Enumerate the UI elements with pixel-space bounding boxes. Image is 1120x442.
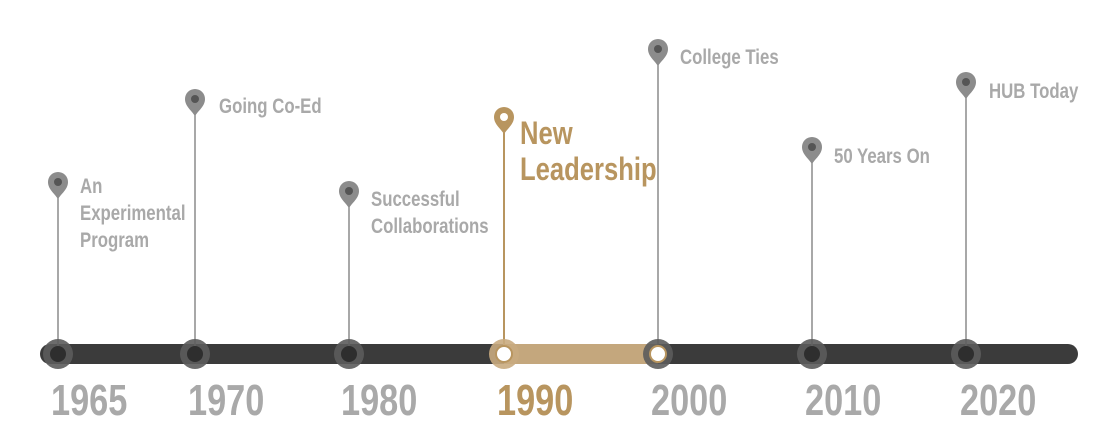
event-title[interactable]: Going Co-Ed — [219, 95, 322, 118]
event-title[interactable]: HUB Today — [989, 80, 1079, 103]
year-label[interactable]: 1965 — [51, 376, 128, 425]
pin-dot — [962, 78, 970, 86]
node-center — [341, 346, 357, 362]
node-center — [187, 346, 203, 362]
event-title-active[interactable]: New Leadership — [520, 115, 657, 187]
year-label[interactable]: 2010 — [805, 376, 882, 425]
pin-dot — [191, 95, 199, 103]
year-label[interactable]: 1980 — [341, 376, 418, 425]
year-label[interactable]: 2020 — [960, 376, 1037, 425]
pin-dot — [500, 113, 508, 121]
event-title[interactable]: Successful Collaborations — [371, 188, 489, 238]
year-label[interactable]: 2000 — [651, 376, 728, 425]
year-label-active[interactable]: 1990 — [497, 376, 574, 425]
pin-dot — [654, 45, 662, 53]
pin-dot — [54, 178, 62, 186]
event-title[interactable]: 50 Years On — [834, 145, 930, 168]
pin-dot — [808, 143, 816, 151]
event-title[interactable]: An Experimental Program — [80, 175, 186, 252]
node-center — [495, 345, 513, 363]
node-center — [50, 346, 66, 362]
node-center — [649, 345, 667, 363]
year-label[interactable]: 1970 — [188, 376, 265, 425]
node-center — [804, 346, 820, 362]
pin-dot — [345, 187, 353, 195]
event-title[interactable]: College Ties — [680, 46, 779, 69]
node-center — [958, 346, 974, 362]
